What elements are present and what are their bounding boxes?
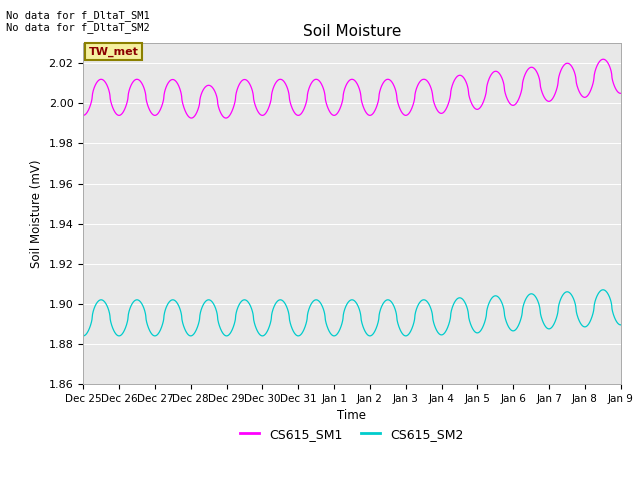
- Legend: CS615_SM1, CS615_SM2: CS615_SM1, CS615_SM2: [236, 423, 468, 446]
- X-axis label: Time: Time: [337, 409, 367, 422]
- Text: No data for f_DltaT_SM1: No data for f_DltaT_SM1: [6, 10, 150, 21]
- Y-axis label: Soil Moisture (mV): Soil Moisture (mV): [30, 159, 43, 268]
- Title: Soil Moisture: Soil Moisture: [303, 24, 401, 39]
- Text: No data for f_DltaT_SM2: No data for f_DltaT_SM2: [6, 22, 150, 33]
- Text: TW_met: TW_met: [88, 47, 138, 57]
